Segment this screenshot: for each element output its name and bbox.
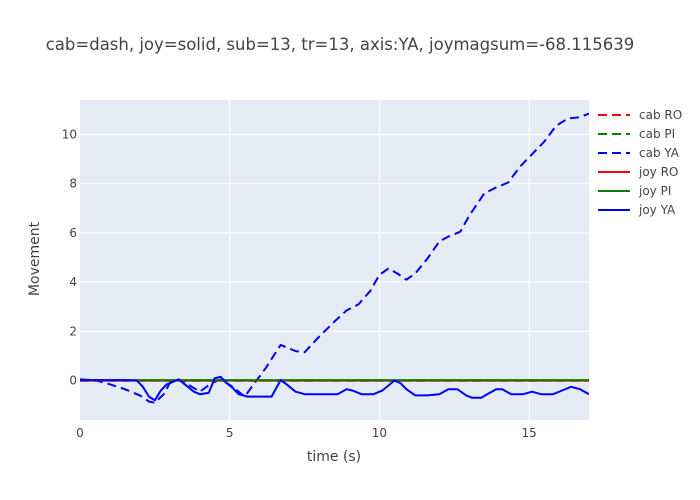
legend[interactable]: cab RO cab PI cab YA joy RO joy PI joy YA xyxy=(598,108,682,217)
legend-item-joy-ro[interactable]: joy RO xyxy=(598,165,678,179)
legend-label: joy YA xyxy=(638,203,676,217)
plot-area: 0 5 10 15 0 2 4 6 8 10 xyxy=(62,100,589,440)
y-tick-label: 0 xyxy=(69,374,77,388)
x-tick-label: 0 xyxy=(76,426,84,440)
series-line-cab-ya xyxy=(80,112,589,404)
legend-item-cab-ro[interactable]: cab RO xyxy=(598,108,682,122)
chart-title: cab=dash, joy=solid, sub=13, tr=13, axis… xyxy=(46,35,635,54)
legend-item-joy-pi[interactable]: joy PI xyxy=(598,184,671,198)
legend-label: cab YA xyxy=(639,146,680,160)
legend-item-cab-pi[interactable]: cab PI xyxy=(598,127,675,141)
x-tick-label: 15 xyxy=(521,426,536,440)
y-tick-label: 6 xyxy=(69,226,77,240)
series-line-joy-ya xyxy=(80,375,589,402)
legend-label: joy PI xyxy=(638,184,671,198)
legend-item-cab-ya[interactable]: cab YA xyxy=(598,146,680,160)
x-tick-label: 10 xyxy=(372,426,387,440)
y-tick-label: 10 xyxy=(62,127,77,141)
legend-item-joy-ya[interactable]: joy YA xyxy=(598,203,676,217)
y-tick-label: 8 xyxy=(69,177,77,191)
y-tick-label: 4 xyxy=(69,275,77,289)
x-axis-title: time (s) xyxy=(307,449,361,465)
legend-label: joy RO xyxy=(638,165,678,179)
x-tick-label: 5 xyxy=(226,426,234,440)
series-group xyxy=(80,112,589,404)
y-axis-title: Movement xyxy=(27,221,43,296)
plot-background xyxy=(80,100,589,420)
y-tick-label: 2 xyxy=(69,324,77,338)
legend-label: cab RO xyxy=(639,108,682,122)
legend-label: cab PI xyxy=(639,127,675,141)
